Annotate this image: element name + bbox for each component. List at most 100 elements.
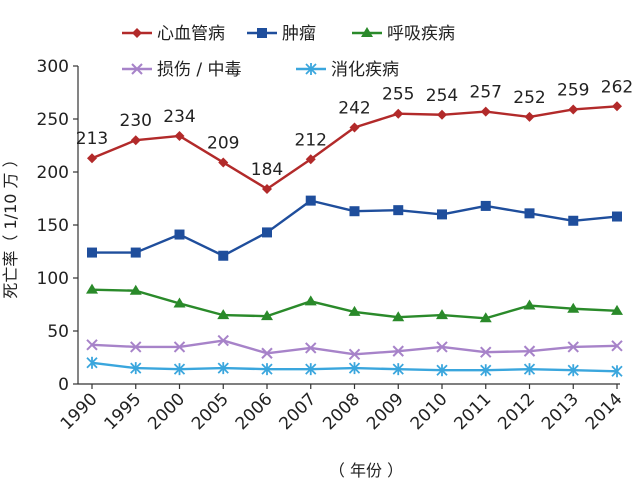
series-4-point [305,342,317,354]
data-label: 213 [76,129,108,149]
legend-item-1: 心血管病 [122,24,225,44]
series-4-point [480,346,492,358]
data-label: 184 [251,160,283,180]
legend-marker [257,28,267,38]
y-tick-label: 0 [58,375,69,395]
legend-marker [131,63,143,75]
data-label: 262 [601,77,633,97]
data-label: 255 [382,85,414,105]
series-3-point [261,310,273,321]
series-1-point [568,104,579,115]
y-tick-label: 250 [37,110,69,130]
series-3-point [479,312,492,323]
series-1-point [437,109,447,120]
series-1-point [87,153,97,164]
legend-item-3: 呼吸疾病 [352,24,455,44]
series-5-point [261,363,273,376]
legend-item-4: 损伤 / 中毒 [122,60,242,80]
legend-label: 心血管病 [157,24,225,44]
series-2-point [174,229,185,240]
series-5-point [130,362,142,375]
legend-marker [361,27,373,37]
series-4-point [217,334,229,347]
x-tick-label: 2009 [363,389,408,434]
legend-label: 肿瘤 [282,24,316,44]
legend-item-5: 消化疾病 [296,60,399,80]
series-5-point [86,356,98,369]
series-4-point [261,347,273,359]
series-1-point [218,157,229,168]
series-2-point [437,209,447,220]
x-tick-label: 2013 [538,389,583,434]
series-line-4 [91,339,618,356]
series-5-point [348,362,361,375]
data-label: 209 [207,133,239,153]
series-layer [86,101,623,378]
series-3-point [86,283,98,294]
y-tick-label: 100 [37,269,69,289]
series-4-point [611,340,623,352]
y-tick-label: 150 [37,216,69,236]
series-5-point [480,364,492,377]
series-1-point [174,130,185,141]
x-tick-label: 1995 [101,389,146,434]
x-axis-title: （ 年份 ） [329,461,403,480]
series-1-point [393,108,404,119]
legend-item-2: 肿瘤 [247,24,316,44]
data-label: 234 [163,107,195,127]
y-axis-title: 死亡率（ 1/10 万 ） [1,151,20,298]
series-3-point [567,302,580,313]
series-4-point [523,345,536,357]
data-label: 257 [470,83,502,103]
series-4-point [567,341,579,353]
series-4-point [173,341,186,353]
series-3-point [129,284,142,295]
series-2-point [568,215,579,226]
series-5-point [567,364,579,377]
data-label: 212 [295,130,327,150]
series-5-point [173,363,186,376]
series-1-point [349,122,360,133]
series-4-point [86,339,98,351]
series-2-point [87,247,97,258]
series-4-point [436,341,448,353]
series-5-point [217,362,229,375]
data-label: 242 [338,98,370,118]
series-3-point [611,304,623,315]
series-5-point [392,363,404,376]
series-5-point [305,363,317,376]
series-1-point [480,106,491,117]
series-2-point [262,227,272,238]
series-4-point [348,348,361,361]
data-labels: 213 230 234 209 184 212 242 255 254 257 252 259 262 [76,77,633,180]
series-1-point [262,183,272,194]
series-3-point [523,299,536,310]
series-3-point [436,309,448,320]
data-label: 254 [426,86,458,106]
series-2-point [305,195,316,206]
legend-label: 消化疾病 [331,60,399,80]
series-3-point [348,305,361,316]
x-tick-label: 2010 [407,389,452,434]
series-2-point [393,205,404,216]
series-5-point [523,363,536,376]
series-2-point [349,206,360,217]
series-4-point [130,341,142,353]
x-tick-label: 2012 [494,389,539,434]
data-label: 259 [557,80,589,100]
x-tick-label: 2011 [451,389,496,434]
series-5-point [436,364,448,377]
x-tick-label: 2008 [319,389,364,434]
x-tick-label: 2005 [188,389,233,434]
x-tick-label: 2014 [582,389,627,434]
series-2-point [218,250,229,261]
series-1-point [524,111,535,122]
series-2-point [612,211,622,222]
legend-label: 损伤 / 中毒 [157,60,242,80]
series-1-point [305,154,316,165]
series-2-point [480,200,491,211]
series-3-point [392,311,405,322]
series-1-point [130,135,141,146]
